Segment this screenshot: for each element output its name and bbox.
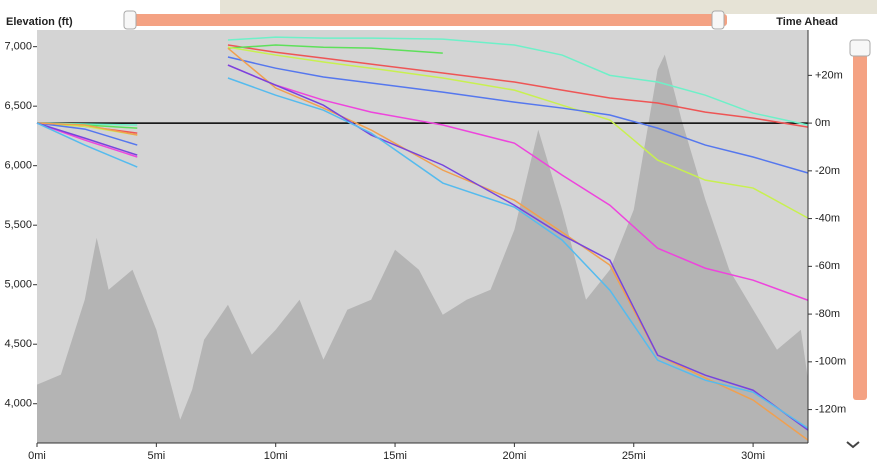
y2-tick-label: -80m [815,308,840,320]
vertical-handle[interactable] [849,39,871,57]
x-tick-label: 5mi [147,450,165,462]
y2-tick-label: +20m [815,69,843,81]
y2-tick-label: -60m [815,260,840,272]
y-tick-label: 6,000 [4,160,32,172]
time-line [36,64,809,431]
expand-chevron[interactable] [846,441,860,449]
range-handle-left[interactable] [123,10,137,30]
y2-axis-title: Time Ahead [776,16,838,28]
time-line [36,56,809,174]
x-tick-label: 0mi [28,450,46,462]
y-tick-label: 4,500 [4,338,32,350]
time-line [36,77,809,429]
y-tick-label: 5,500 [4,219,32,231]
x-tick-label: 15mi [383,450,407,462]
marks [36,36,809,443]
y2-tick-label: -40m [815,213,840,225]
y-tick-label: 7,000 [4,41,32,53]
y2-tick-label: -20m [815,165,840,177]
y-axis-title: Elevation (ft) [6,16,73,28]
x-tick-label: 30mi [741,450,765,462]
y-tick-label: 4,000 [4,398,32,410]
x-tick-label: 25mi [622,450,646,462]
elevation-area [37,54,808,443]
y2-tick-label: 0m [815,117,830,129]
range-handle-right[interactable] [711,10,725,30]
y-tick-label: 6,500 [4,100,32,112]
y2-tick-label: -120m [815,403,846,415]
map-strip [220,0,877,14]
range-slider[interactable] [130,14,727,26]
vertical-slider[interactable] [853,45,867,400]
y2-tick-label: -100m [815,356,846,368]
x-tick-label: 10mi [264,450,288,462]
y-tick-label: 5,000 [4,279,32,291]
x-tick-label: 20mi [502,450,526,462]
